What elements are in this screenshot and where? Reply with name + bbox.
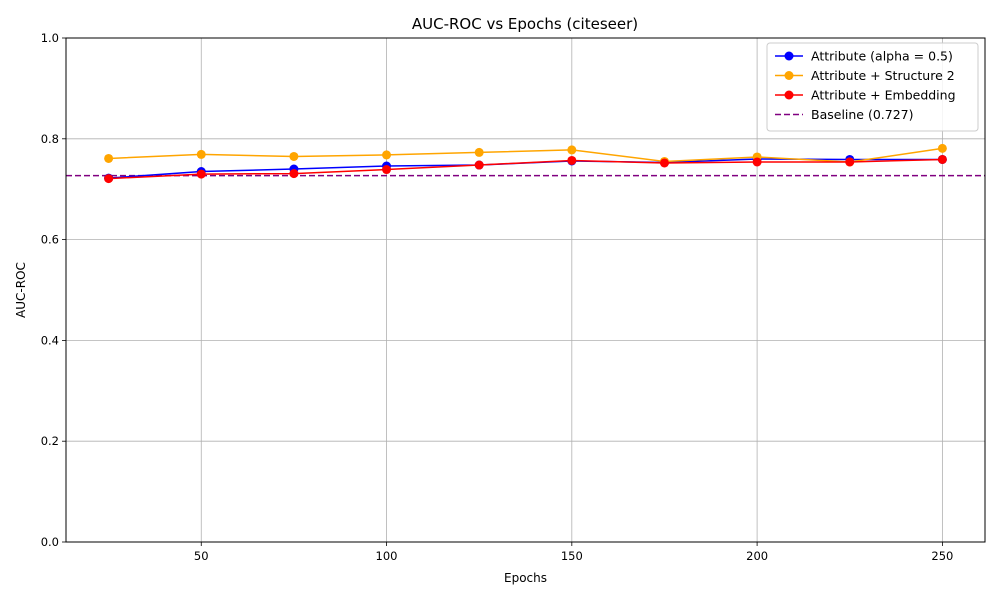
y-tick-label: 0.0 [41, 535, 59, 549]
plot-frame [65, 37, 986, 543]
y-tick-label: 0.6 [41, 233, 59, 247]
chart-title: AUC-ROC vs Epochs (citeseer) [412, 15, 638, 33]
legend-label: Attribute (alpha = 0.5) [811, 49, 953, 64]
axis-ticks: 50 100 150 200 250 0.0 0.2 0.4 0.6 0.8 1.0 [41, 31, 954, 563]
legend-marker [784, 51, 794, 61]
series-line-2 [108, 147, 943, 163]
y-tick-label: 1.0 [41, 31, 59, 45]
legend-label: Attribute + Embedding [811, 88, 956, 103]
series-2-point [104, 153, 114, 163]
legend-marker [784, 71, 794, 80]
series-2-point [567, 145, 577, 155]
series-3-point [567, 155, 577, 165]
x-tick-label: 50 [194, 549, 209, 563]
legend-box [766, 42, 979, 132]
series-3-point [289, 169, 299, 179]
legend-label: Attribute + Structure 2 [811, 68, 955, 83]
series-2-point [382, 150, 392, 160]
series-2-point [196, 149, 206, 159]
series-3-point [196, 169, 206, 179]
series-3-point [382, 165, 392, 175]
series-3-point [104, 174, 114, 184]
y-tick-label: 0.2 [41, 434, 59, 448]
series-group [104, 143, 947, 184]
x-tick-label: 100 [376, 549, 398, 563]
x-tick-label: 250 [931, 549, 953, 563]
series-3-point [845, 157, 855, 167]
y-axis-label: AUC-ROC [14, 262, 28, 318]
series-2-point [474, 147, 484, 157]
series-3-point [937, 154, 947, 164]
y-tick-label: 0.4 [41, 333, 59, 347]
x-tick-label: 200 [746, 549, 768, 563]
series-2-point [289, 151, 299, 161]
legend-label: Baseline (0.727) [811, 107, 914, 122]
legend-marker [784, 90, 794, 100]
series-line-3 [108, 158, 943, 180]
series-2-point [937, 143, 947, 153]
y-tick-label: 0.8 [41, 132, 59, 146]
legend: Attribute (alpha = 0.5) Attribute + Struc… [766, 42, 979, 132]
x-tick-label: 150 [561, 549, 583, 563]
series-3-point [659, 158, 669, 168]
x-axis-label: Epochs [504, 571, 547, 585]
series-3-point [752, 157, 762, 167]
series-3-point [474, 160, 484, 170]
